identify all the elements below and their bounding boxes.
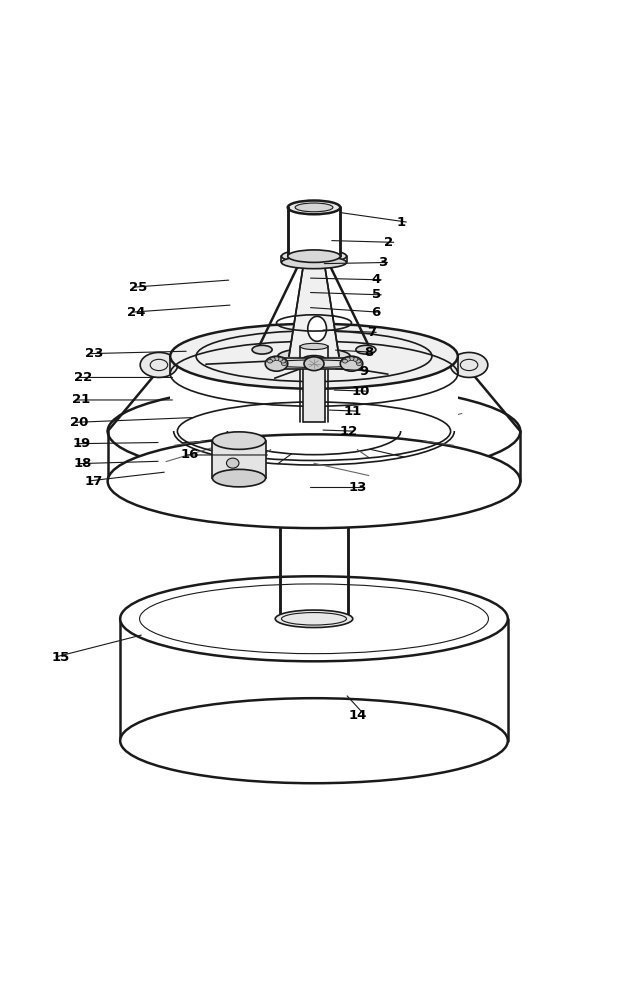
Text: 22: 22 [73,371,92,384]
Text: 1: 1 [397,216,406,229]
Ellipse shape [356,345,376,354]
Bar [170,350,458,431]
Ellipse shape [450,352,488,377]
Ellipse shape [349,357,354,361]
Ellipse shape [270,357,275,361]
Ellipse shape [281,359,286,363]
Text: 14: 14 [349,709,367,722]
Ellipse shape [355,359,360,363]
Ellipse shape [120,576,508,661]
Text: 23: 23 [85,347,103,360]
Ellipse shape [265,356,288,371]
Text: 8: 8 [364,346,374,359]
Ellipse shape [353,357,358,361]
Ellipse shape [281,249,347,263]
Text: 24: 24 [127,306,145,319]
Ellipse shape [107,434,521,528]
Bar [107,384,521,481]
Text: 21: 21 [72,393,90,406]
Text: 5: 5 [372,288,381,301]
Ellipse shape [288,201,340,214]
Bar [303,359,325,422]
Ellipse shape [300,343,328,350]
Text: 20: 20 [70,416,89,429]
Ellipse shape [303,356,325,363]
Ellipse shape [227,458,239,468]
Text: 4: 4 [372,273,381,286]
Text: 9: 9 [359,365,369,378]
Ellipse shape [295,203,333,212]
Ellipse shape [308,316,327,341]
Ellipse shape [268,359,273,363]
Ellipse shape [275,610,353,628]
Ellipse shape [357,362,362,366]
Ellipse shape [107,384,521,478]
Ellipse shape [278,348,350,364]
Text: 13: 13 [349,481,367,494]
Ellipse shape [170,324,458,389]
Ellipse shape [120,698,508,783]
Text: 12: 12 [339,425,357,438]
Ellipse shape [345,357,350,361]
Ellipse shape [288,250,340,262]
Ellipse shape [304,357,324,371]
Ellipse shape [212,432,266,449]
Ellipse shape [252,345,272,354]
Text: 17: 17 [85,475,103,488]
Text: 19: 19 [72,437,90,450]
Bar [212,441,266,478]
Text: 25: 25 [129,281,147,294]
Ellipse shape [140,352,178,377]
Polygon shape [289,261,339,356]
Text: 15: 15 [51,651,70,664]
Bar [288,207,340,256]
Text: 11: 11 [344,405,362,418]
Ellipse shape [281,256,347,269]
Text: 10: 10 [352,385,370,398]
Bar [270,358,358,369]
Ellipse shape [170,324,458,389]
Ellipse shape [281,362,286,366]
Bar [279,466,349,619]
Ellipse shape [120,576,508,661]
Bar [120,619,508,741]
Ellipse shape [274,357,279,361]
Text: 6: 6 [371,306,380,319]
Text: 16: 16 [181,448,200,461]
Text: 18: 18 [73,457,92,470]
Ellipse shape [340,356,363,371]
Ellipse shape [279,458,349,473]
Ellipse shape [342,359,347,363]
Ellipse shape [278,357,283,361]
Ellipse shape [120,698,508,783]
Text: 2: 2 [384,236,394,249]
Text: 7: 7 [367,326,376,339]
Ellipse shape [212,469,266,487]
Text: 3: 3 [378,256,387,269]
